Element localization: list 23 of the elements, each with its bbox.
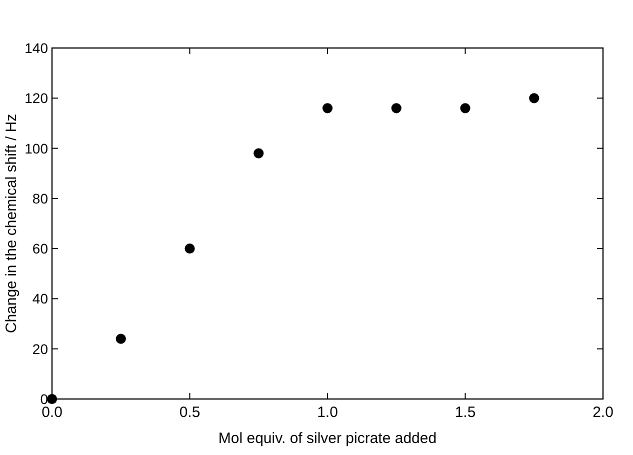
y-axis-title: Change in the chemical shift / Hz: [3, 114, 20, 334]
x-tick-label: 2.0: [592, 404, 614, 421]
x-axis-title: Mol equiv. of silver picrate added: [218, 430, 437, 447]
point: [322, 103, 333, 114]
x-tick-label: 1.0: [317, 404, 338, 421]
x-tick-label: 1.5: [454, 404, 476, 421]
y-tick-label: 0: [40, 391, 48, 407]
y-tick-label: 60: [32, 240, 48, 257]
y-tick-label: 20: [32, 340, 48, 357]
y-tick-label: 100: [24, 140, 48, 156]
point: [529, 93, 540, 104]
point: [46, 394, 58, 404]
x-tick-label: 0.0: [42, 404, 62, 421]
point: [116, 334, 126, 344]
point: [391, 103, 402, 114]
y-tick-label: 120: [24, 90, 48, 106]
y-tick-label: 140: [24, 40, 48, 56]
point: [184, 244, 195, 254]
x-tick-label: 0.5: [179, 404, 200, 421]
y-tick-label: 80: [32, 190, 48, 206]
y-tick-label: 40: [32, 290, 48, 307]
point: [460, 103, 470, 114]
point: [254, 148, 264, 158]
